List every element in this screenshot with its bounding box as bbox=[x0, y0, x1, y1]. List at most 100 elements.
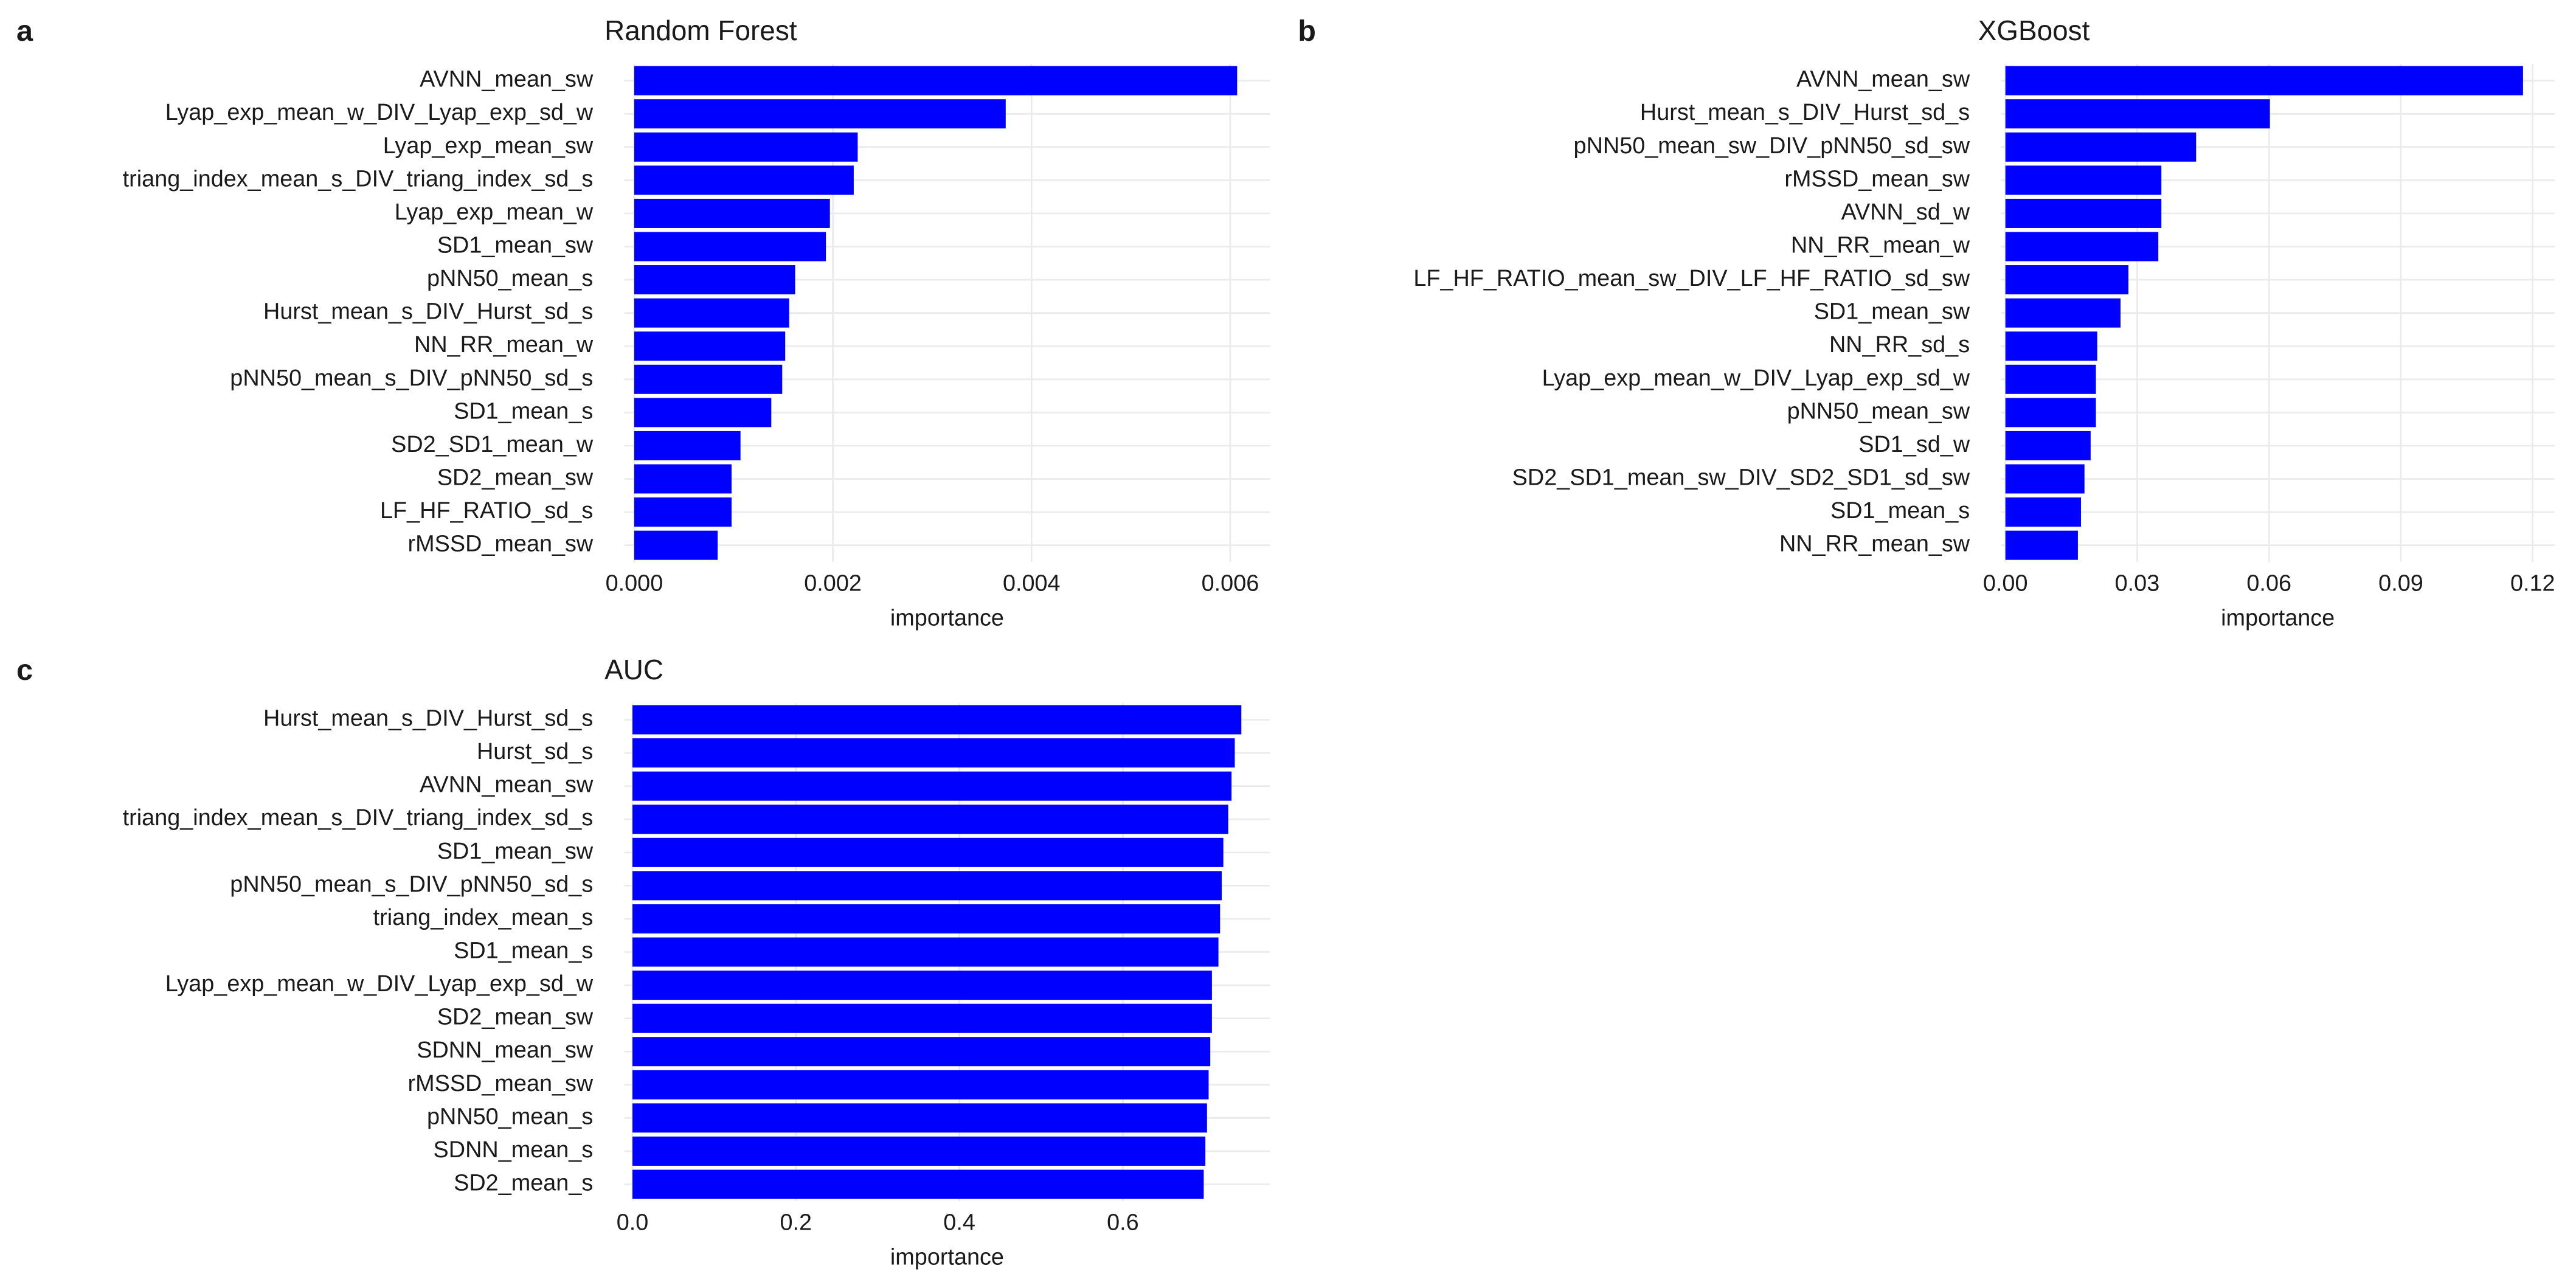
y-tick-label: SD1_mean_sw bbox=[437, 232, 594, 258]
x-tick-label: 0.004 bbox=[1003, 571, 1061, 597]
y-tick-label: Lyap_exp_mean_w_DIV_Lyap_exp_sd_w bbox=[165, 100, 594, 125]
y-tick-label: rMSSD_mean_sw bbox=[1784, 166, 1970, 192]
bar bbox=[634, 464, 732, 494]
y-tick-label: Hurst_mean_s_DIV_Hurst_sd_s bbox=[1640, 100, 1970, 125]
bar bbox=[632, 1003, 1212, 1033]
panel-label: c bbox=[16, 654, 33, 687]
y-tick-label: LF_HF_RATIO_mean_sw_DIV_LF_HF_RATIO_sd_s… bbox=[1413, 266, 1970, 291]
y-tick-label: Lyap_exp_mean_w_DIV_Lyap_exp_sd_w bbox=[165, 971, 594, 997]
y-tick-label: SD1_mean_sw bbox=[437, 839, 594, 864]
y-tick-label: triang_index_mean_s_DIV_triang_index_sd_… bbox=[123, 166, 594, 192]
bar bbox=[2005, 165, 2162, 195]
y-tick-label: pNN50_mean_s_DIV_pNN50_sd_s bbox=[230, 871, 593, 897]
x-tick-label: 0.0 bbox=[617, 1210, 649, 1236]
bar bbox=[634, 66, 1238, 95]
y-tick-label: rMSSD_mean_sw bbox=[408, 1071, 594, 1096]
y-tick-label: pNN50_mean_s bbox=[427, 1104, 593, 1129]
bar bbox=[632, 1103, 1207, 1133]
x-tick-label: 0.2 bbox=[780, 1210, 812, 1236]
bar bbox=[632, 937, 1219, 967]
y-tick-label: SD1_mean_sw bbox=[1814, 299, 1970, 325]
x-tick-label: 0.000 bbox=[606, 571, 663, 597]
y-tick-label: SD1_mean_s bbox=[454, 938, 593, 964]
bar bbox=[2005, 198, 2162, 228]
bar bbox=[634, 132, 858, 162]
y-tick-label: pNN50_mean_sw_DIV_pNN50_sd_sw bbox=[1574, 133, 1970, 159]
y-tick-label: AVNN_mean_sw bbox=[420, 772, 594, 798]
y-tick-label: pNN50_mean_sw bbox=[1787, 398, 1970, 424]
y-tick-label: Hurst_sd_s bbox=[477, 739, 593, 764]
bar bbox=[632, 705, 1242, 735]
y-tick-label: SDNN_mean_sw bbox=[417, 1037, 594, 1063]
bar bbox=[634, 265, 795, 295]
y-tick-label: Lyap_exp_mean_w bbox=[395, 199, 594, 225]
panel-label: a bbox=[16, 15, 33, 47]
bar bbox=[632, 904, 1220, 933]
x-tick-label: 0.09 bbox=[2378, 571, 2423, 597]
y-tick-label: AVNN_sd_w bbox=[1841, 199, 1970, 225]
bar bbox=[632, 1037, 1211, 1067]
chart-title: XGBoost bbox=[1978, 15, 2090, 46]
bar bbox=[634, 530, 718, 560]
x-axis-title: importance bbox=[890, 1244, 1004, 1270]
x-tick-label: 0.06 bbox=[2246, 571, 2291, 597]
bar bbox=[632, 1169, 1204, 1199]
y-tick-label: SD2_SD1_mean_sw_DIV_SD2_SD1_sd_sw bbox=[1512, 465, 1970, 490]
bar bbox=[632, 871, 1222, 901]
x-tick-label: 0.00 bbox=[1983, 571, 2028, 597]
x-axis-title: importance bbox=[2221, 605, 2335, 631]
y-tick-label: SD2_mean_sw bbox=[437, 465, 594, 490]
y-tick-label: NN_RR_mean_w bbox=[414, 332, 594, 358]
bar bbox=[2005, 265, 2129, 295]
y-tick-label: SD1_sd_w bbox=[1858, 432, 1970, 457]
bar bbox=[2005, 530, 2078, 560]
y-tick-label: Hurst_mean_s_DIV_Hurst_sd_s bbox=[263, 299, 593, 325]
x-tick-label: 0.002 bbox=[804, 571, 862, 597]
bar bbox=[632, 1136, 1206, 1166]
bar bbox=[2005, 232, 2159, 261]
y-tick-label: SD1_mean_s bbox=[1830, 498, 1970, 524]
y-tick-label: Hurst_mean_s_DIV_Hurst_sd_s bbox=[263, 706, 593, 732]
y-tick-label: Lyap_exp_mean_sw bbox=[383, 133, 594, 159]
bar bbox=[634, 331, 786, 361]
y-tick-label: pNN50_mean_s bbox=[427, 266, 593, 291]
y-tick-label: AVNN_mean_sw bbox=[420, 67, 594, 92]
bar bbox=[2005, 398, 2096, 428]
bar bbox=[2005, 331, 2097, 361]
bar bbox=[2005, 464, 2085, 494]
x-tick-label: 0.4 bbox=[943, 1210, 975, 1236]
bar bbox=[2005, 497, 2081, 527]
y-tick-label: SD1_mean_s bbox=[454, 398, 593, 424]
bar bbox=[2005, 66, 2523, 95]
y-tick-label: pNN50_mean_s_DIV_pNN50_sd_s bbox=[230, 365, 593, 391]
y-tick-label: NN_RR_mean_sw bbox=[1779, 531, 1970, 557]
x-tick-label: 0.006 bbox=[1202, 571, 1259, 597]
bar bbox=[634, 232, 826, 261]
x-tick-label: 0.03 bbox=[2115, 571, 2160, 597]
bar bbox=[2005, 364, 2096, 394]
bar bbox=[632, 805, 1228, 834]
x-tick-label: 0.12 bbox=[2510, 571, 2555, 597]
y-tick-label: rMSSD_mean_sw bbox=[408, 531, 594, 557]
panel-label: b bbox=[1298, 15, 1316, 47]
y-tick-label: Lyap_exp_mean_w_DIV_Lyap_exp_sd_w bbox=[1542, 365, 1970, 391]
y-tick-label: triang_index_mean_s bbox=[373, 905, 594, 930]
x-tick-label: 0.6 bbox=[1107, 1210, 1139, 1236]
bar bbox=[634, 431, 741, 460]
y-tick-label: triang_index_mean_s_DIV_triang_index_sd_… bbox=[123, 805, 594, 831]
bar bbox=[2005, 132, 2197, 162]
bar bbox=[632, 1070, 1209, 1099]
y-tick-label: NN_RR_mean_w bbox=[1791, 232, 1970, 258]
bar bbox=[634, 364, 783, 394]
y-tick-label: SD2_mean_sw bbox=[437, 1005, 594, 1030]
chart-title: AUC bbox=[604, 654, 663, 685]
bar bbox=[632, 837, 1224, 867]
y-tick-label: SDNN_mean_s bbox=[434, 1137, 594, 1163]
bar bbox=[634, 298, 789, 328]
x-axis-title: importance bbox=[890, 605, 1004, 631]
bar bbox=[634, 198, 830, 228]
y-tick-label: SD2_mean_s bbox=[454, 1171, 593, 1196]
y-tick-label: SD2_SD1_mean_w bbox=[391, 432, 594, 457]
bar bbox=[634, 497, 732, 527]
